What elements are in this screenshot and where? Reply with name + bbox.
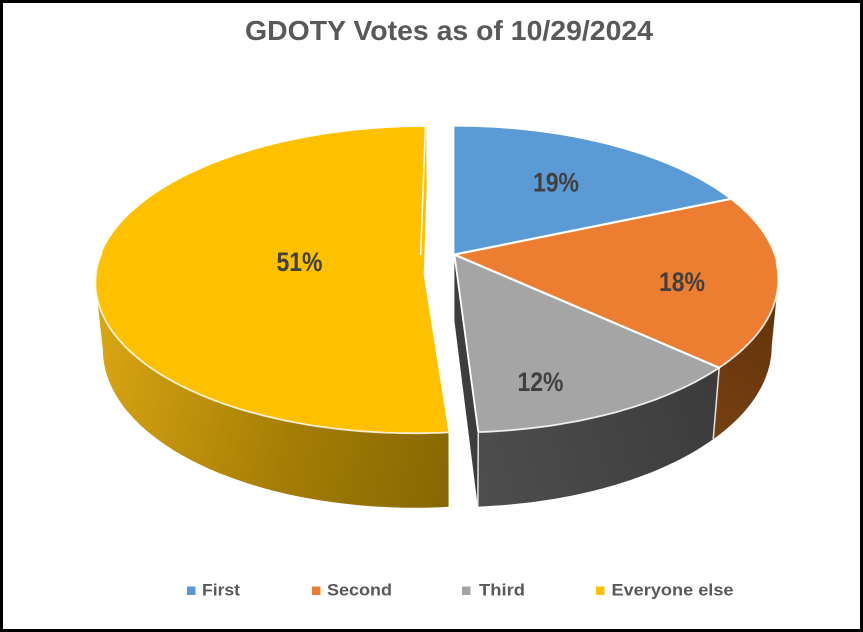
svg-text:19%: 19% <box>533 168 579 198</box>
svg-text:GDOTY Votes as of 10/29/2024: GDOTY Votes as of 10/29/2024 <box>245 15 653 46</box>
svg-text:First: First <box>202 581 240 600</box>
svg-text:Third: Third <box>479 581 525 600</box>
svg-text:Everyone else: Everyone else <box>612 581 734 600</box>
svg-text:51%: 51% <box>277 247 323 277</box>
svg-text:18%: 18% <box>659 267 705 297</box>
svg-text:Second: Second <box>327 581 392 600</box>
svg-text:12%: 12% <box>518 367 564 397</box>
